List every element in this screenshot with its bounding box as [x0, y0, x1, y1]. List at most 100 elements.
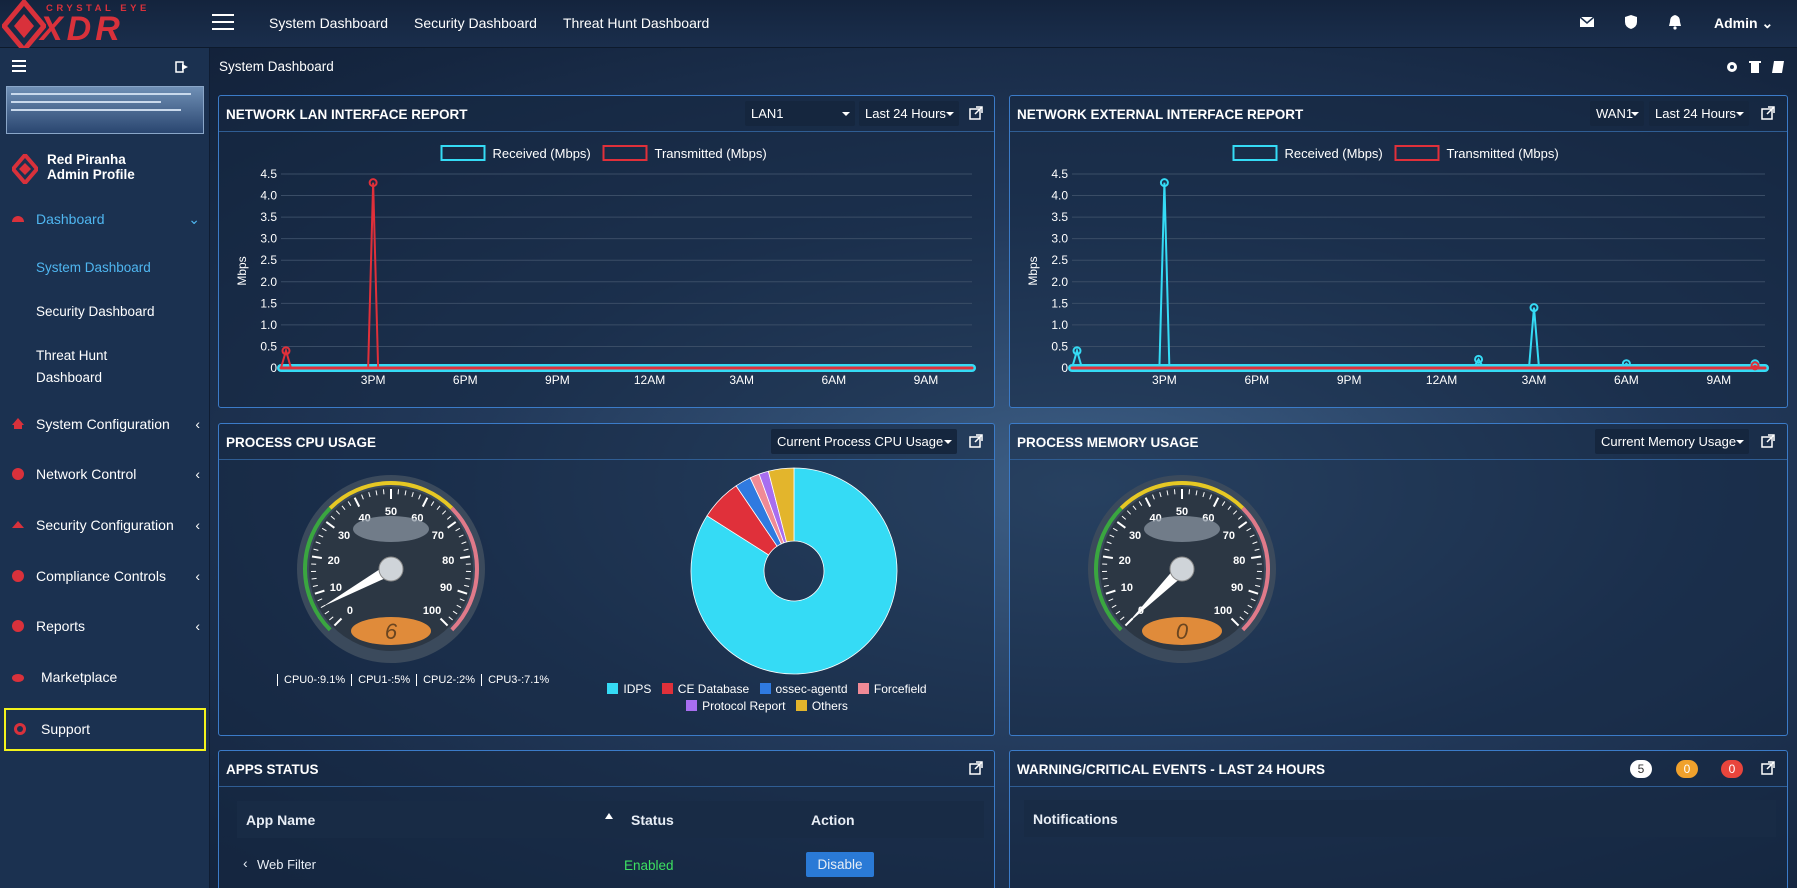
y-tick-label: 1.5 — [260, 296, 277, 310]
legend-swatch — [1394, 145, 1440, 161]
nav-security-dashboard[interactable]: Security Dashboard — [414, 15, 537, 31]
y-tick-label: 0 — [1061, 361, 1068, 375]
nav-threat-hunt-dashboard[interactable]: Threat Hunt Dashboard — [563, 15, 710, 31]
external-link-icon[interactable] — [969, 434, 983, 448]
sidebar-item-security-configuration[interactable]: Security Configuration ‹ — [0, 506, 210, 546]
lan-range-select[interactable]: Last 24 Hours — [859, 101, 959, 126]
series-spike — [1158, 182, 1171, 369]
cpu-core-value: CPU1-:5% — [351, 674, 417, 686]
sidebar-menu-icon[interactable] — [12, 60, 26, 72]
profile-subtitle: Admin Profile — [47, 167, 135, 182]
logout-icon[interactable] — [175, 61, 189, 73]
lan-interface-select[interactable]: LAN1 — [745, 101, 855, 126]
y-tick-label: 3.5 — [260, 210, 277, 224]
gear-icon[interactable] — [1725, 60, 1739, 74]
gauge-tick — [439, 617, 449, 627]
select-value: Last 24 Hours — [1655, 106, 1736, 121]
gauge-tick — [333, 617, 343, 627]
gauge-tick — [459, 598, 465, 602]
external-link-icon[interactable] — [969, 761, 983, 775]
x-tick-label: 6AM — [1614, 373, 1639, 387]
gauge-band — [1094, 506, 1123, 632]
gauge-tick — [1126, 510, 1132, 515]
cpu-mode-select[interactable]: Current Process CPU Usage — [771, 429, 957, 454]
pie-slice — [767, 467, 795, 543]
notifications-title: Notifications — [1033, 811, 1118, 827]
gauge-tick — [1237, 515, 1243, 520]
gauge-tick — [448, 616, 453, 621]
mail-icon[interactable] — [1578, 13, 1596, 31]
sidebar-item-marketplace[interactable]: Marketplace — [0, 658, 210, 698]
gauge-tick-label: 80 — [442, 555, 454, 567]
column-header-status[interactable]: Status — [631, 812, 674, 828]
gauge-tick-label: 90 — [440, 582, 452, 594]
gauge-tick — [347, 501, 352, 506]
trash-icon[interactable] — [1749, 60, 1761, 74]
gauge-tick — [1103, 584, 1109, 587]
external-link-icon[interactable] — [1761, 761, 1775, 775]
series-spike — [280, 347, 292, 369]
gauge-tick — [1108, 598, 1114, 602]
sidebar-item-dashboard[interactable]: Dashboard ⌄ — [0, 200, 210, 240]
page-title: System Dashboard — [219, 59, 334, 74]
profile-block[interactable]: Red Piranha Admin Profile — [8, 148, 208, 192]
panel-header: NETWORK LAN INTERFACE REPORT LAN1 Last 2… — [219, 96, 994, 132]
y-tick-label: 2.5 — [260, 253, 277, 267]
sidebar-sub-security-dashboard[interactable]: Security Dashboard — [36, 304, 155, 319]
sidebar: Red Piranha Admin Profile Dashboard ⌄ Sy… — [0, 48, 210, 888]
dashboard-thumbnail — [6, 86, 204, 134]
sidebar-item-system-configuration[interactable]: System Configuration ‹ — [0, 405, 210, 445]
reports-icon — [12, 620, 24, 632]
gauge-tick-label: 100 — [423, 605, 441, 617]
gauge-tick-label: 30 — [338, 530, 350, 542]
sidebar-sub-system-dashboard[interactable]: System Dashboard — [36, 260, 151, 275]
sidebar-sub-threat-hunt-dashboard[interactable]: Threat Hunt Dashboard — [36, 345, 107, 389]
gauge-tick — [457, 589, 468, 595]
legend-swatch — [602, 145, 648, 161]
book-icon[interactable] — [1771, 60, 1785, 74]
menu-toggle-icon[interactable] — [212, 14, 234, 32]
legend-item: Forcefield — [857, 682, 927, 696]
external-link-icon[interactable] — [969, 106, 983, 120]
sidebar-item-network-control[interactable]: Network Control ‹ — [0, 455, 210, 495]
cpu-core-list: CPU0-:9.1% CPU1-:5% CPU2-:2% CPU3-:7.1% — [277, 674, 556, 686]
x-tick-label: 6AM — [821, 373, 846, 387]
disable-button[interactable]: Disable — [806, 852, 874, 877]
legend-item: CE Database — [661, 682, 749, 696]
legend-label: Transmitted (Mbps) — [655, 146, 767, 161]
external-link-icon[interactable] — [1761, 434, 1775, 448]
critical-events-panel: WARNING/CRITICAL EVENTS - LAST 24 HOURS … — [1009, 750, 1788, 888]
gauge-band — [303, 506, 332, 632]
legend-label: ossec-agentd — [775, 682, 848, 696]
gauge-hub — [378, 556, 404, 582]
sidebar-item-compliance-controls[interactable]: Compliance Controls ‹ — [0, 557, 210, 597]
legend-label: Received (Mbps) — [493, 146, 591, 161]
pie-legend: IDPS CE Database ossec-agentd Forcefield… — [537, 681, 997, 715]
column-header-app-name[interactable]: App Name — [246, 812, 316, 828]
warning-count-badge[interactable]: 0 — [1676, 760, 1698, 778]
sidebar-item-support[interactable]: Support — [4, 708, 206, 751]
gauge-tick — [1239, 616, 1244, 621]
panel-header: PROCESS CPU USAGE Current Process CPU Us… — [219, 424, 994, 460]
gauge-tick — [315, 541, 321, 545]
caret-down-icon — [946, 112, 954, 116]
sort-asc-icon[interactable] — [604, 812, 614, 820]
external-link-icon[interactable] — [1761, 106, 1775, 120]
gauge-tick — [1202, 492, 1205, 498]
shield-icon[interactable] — [1622, 13, 1640, 31]
chevron-left-icon[interactable]: ‹ — [243, 855, 248, 871]
crystal-eye-logo[interactable]: CRYSTAL EYE XDR — [0, 0, 210, 52]
info-count-badge[interactable]: 5 — [1630, 760, 1652, 778]
memory-mode-select[interactable]: Current Memory Usage — [1595, 429, 1749, 454]
critical-count-badge[interactable]: 0 — [1721, 760, 1743, 778]
admin-menu[interactable]: Admin ⌄ — [1714, 15, 1773, 32]
bell-icon[interactable] — [1666, 13, 1684, 31]
gauge-tick-label: 30 — [1129, 530, 1141, 542]
wan-interface-select[interactable]: WAN1 — [1590, 101, 1644, 126]
nav-system-dashboard[interactable]: System Dashboard — [269, 15, 389, 31]
wan-range-select[interactable]: Last 24 Hours — [1649, 101, 1749, 126]
column-header-action[interactable]: Action — [811, 812, 855, 828]
sidebar-item-reports[interactable]: Reports ‹ — [0, 607, 210, 647]
gauge-tick — [1102, 555, 1114, 560]
gauge-tick-label: 50 — [1176, 506, 1188, 518]
